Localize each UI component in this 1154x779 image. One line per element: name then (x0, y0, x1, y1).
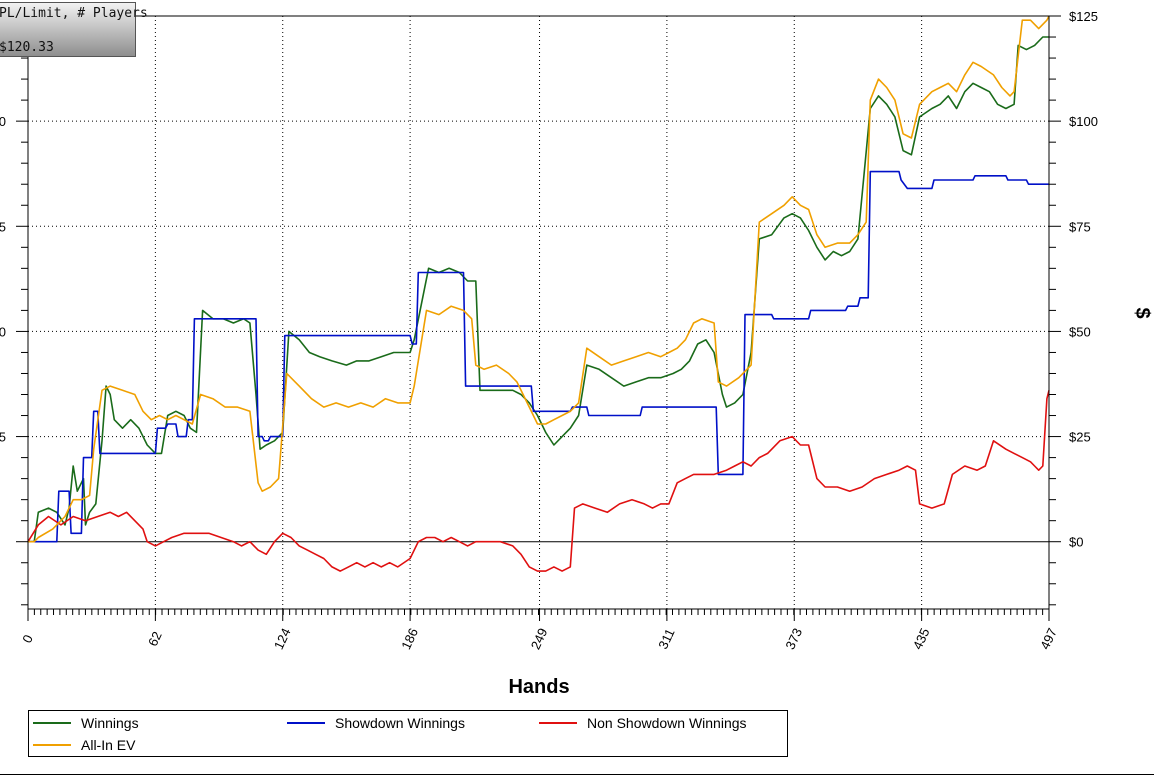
y-left-tick-label: 0 (0, 114, 6, 129)
legend-label-non-showdown: Non Showdown Winnings (587, 715, 747, 731)
y-right-tick-label: $75 (1069, 219, 1091, 234)
legend-swatch-showdown (287, 722, 325, 724)
tooltip-box: PL/Limit, # Players $120.33 (0, 2, 148, 57)
axis-ticks (16, 15, 1061, 621)
x-tick-label: 124 (271, 626, 294, 652)
series-all-in-ev (28, 15, 1050, 543)
y-left-tick-label: 5 (0, 219, 6, 234)
x-tick-label: 62 (145, 629, 165, 648)
y-left-tick-label: 0 (0, 324, 6, 339)
series-layer (27, 15, 1050, 572)
tick-labels: 0 62 124 186 249 311 373 435 497 $0 $25 $50 $75 $100 $… (0, 9, 1098, 652)
legend-label-winnings: Winnings (81, 715, 139, 731)
y-right-tick-label: $125 (1069, 9, 1098, 24)
legend-swatch-non-showdown (539, 722, 577, 724)
x-tick-label: 249 (528, 626, 551, 652)
legend-item-allin-ev: All-In EV (33, 735, 135, 755)
x-tick-label: 435 (910, 626, 933, 652)
legend-item-showdown: Showdown Winnings (287, 713, 465, 733)
y-right-tick-label: $50 (1069, 324, 1091, 339)
series-winnings (28, 36, 1049, 543)
legend-label-showdown: Showdown Winnings (335, 715, 465, 731)
x-tick-label: 311 (655, 626, 677, 651)
y-left-tick-label: 5 (0, 430, 6, 445)
legend-item-winnings: Winnings (33, 713, 139, 733)
tooltip-line-2: $120.33 (0, 40, 54, 55)
y-right-tick-label: $25 (1069, 430, 1091, 445)
series-showdown-winnings (28, 170, 1049, 543)
y-axis-title: $ (1131, 307, 1153, 318)
x-tick-label: 0 (19, 632, 36, 645)
series-non-showdown-winnings (27, 390, 1050, 572)
plot-frame (27, 15, 1050, 610)
legend-swatch-winnings (33, 722, 71, 724)
y-right-tick-label: $100 (1069, 114, 1098, 129)
tooltip-line-1: PL/Limit, # Players (0, 6, 148, 21)
legend-label-allin-ev: All-In EV (81, 737, 136, 753)
x-tick-label: 186 (398, 626, 421, 652)
plot-border (27, 15, 1050, 610)
legend-swatch-allin-ev (33, 744, 71, 746)
legend-item-non-showdown: Non Showdown Winnings (539, 713, 747, 733)
y-right-tick-label: $0 (1069, 535, 1083, 550)
bottom-rule (0, 774, 1154, 775)
x-tick-label: 373 (782, 626, 805, 652)
x-tick-label: 497 (1037, 626, 1060, 652)
grid (28, 16, 1049, 609)
legend: Winnings Showdown Winnings Non Showdown … (28, 710, 788, 757)
x-axis-title: Hands (508, 676, 569, 698)
